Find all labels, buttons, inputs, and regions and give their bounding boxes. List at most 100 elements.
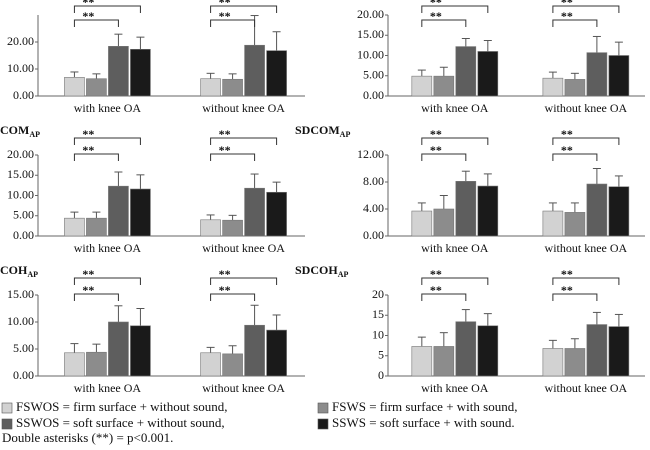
significance-label: **: [219, 283, 231, 297]
legend-note: Double asterisks (**) = p<0.001.: [2, 430, 173, 445]
bar: [130, 325, 151, 377]
y-tick-label: 20: [372, 287, 384, 301]
bar: [477, 51, 499, 97]
significance-label: **: [561, 9, 573, 23]
significance-bracket: [552, 293, 598, 301]
significance-label: **: [82, 143, 94, 157]
significance-label: **: [219, 127, 231, 141]
significance-label: **: [561, 0, 573, 9]
y-tick-label: 5: [378, 348, 384, 362]
bar: [130, 48, 151, 97]
significance-label: **: [430, 267, 442, 281]
significance-bracket: [552, 153, 598, 161]
significance-bracket: [421, 153, 467, 161]
bar: [477, 185, 499, 237]
legend-label: SSWOS = soft surface + without sound,: [16, 415, 225, 430]
legend-label: FSWS = firm surface + with sound,: [332, 399, 517, 414]
significance-label: **: [219, 143, 231, 157]
y-tick-label: 10.00: [7, 187, 34, 201]
bar: [86, 78, 107, 97]
significance-label: **: [430, 9, 442, 23]
bar: [455, 46, 477, 97]
bar: [455, 321, 477, 377]
bar: [244, 187, 265, 237]
bar: [608, 326, 630, 377]
significance-label: **: [430, 283, 442, 297]
significance-label: **: [561, 127, 573, 141]
bar: [411, 75, 433, 97]
significance-label: **: [430, 127, 442, 141]
bar: [200, 219, 221, 237]
panel-title: SDCOMAP: [295, 123, 350, 139]
significance-bracket: [552, 5, 620, 13]
y-tick-label: 10.00: [357, 47, 384, 61]
legend-swatch: [317, 402, 329, 414]
y-tick-label: 20.00: [7, 34, 34, 48]
y-tick-label: 5.00: [13, 208, 34, 222]
x-tick-label: without knee OA: [202, 381, 285, 395]
legend-label: FSWOS = firm surface + without sound,: [16, 399, 227, 414]
significance-label: **: [430, 0, 442, 9]
y-tick-label: 5.00: [13, 341, 34, 355]
significance-bracket: [421, 137, 489, 145]
bar: [222, 353, 243, 377]
panel-title: SDCOHAP: [295, 263, 348, 279]
significance-label: **: [82, 9, 94, 23]
y-tick-label: 10: [372, 327, 384, 341]
bar: [244, 324, 265, 377]
significance-bracket: [421, 277, 489, 285]
x-tick-label: without knee OA: [202, 101, 285, 115]
significance-bracket: [552, 277, 620, 285]
y-tick-label: 0.00: [13, 228, 34, 242]
bar: [608, 186, 630, 237]
significance-bracket: [210, 137, 278, 145]
y-tick-label: 15: [372, 307, 384, 321]
significance-label: **: [561, 283, 573, 297]
significance-bracket: [552, 137, 620, 145]
y-tick-label: 0: [378, 368, 384, 382]
significance-bracket: [210, 19, 256, 27]
y-tick-label: 8.00: [363, 174, 384, 188]
significance-bracket: [73, 293, 119, 301]
significance-bracket: [73, 277, 141, 285]
bar: [222, 219, 243, 237]
significance-label: **: [82, 0, 94, 9]
bar: [411, 210, 433, 237]
y-tick-label: 12.00: [357, 147, 384, 161]
significance-label: **: [82, 267, 94, 281]
panel-title-main: COM: [0, 123, 29, 137]
significance-label: **: [561, 267, 573, 281]
x-tick-label: with knee OA: [421, 381, 489, 395]
bar: [86, 351, 107, 377]
bar: [64, 352, 85, 377]
bar: [86, 217, 107, 237]
significance-bracket: [210, 277, 278, 285]
bar: [108, 185, 129, 237]
y-tick-label: 15.00: [7, 167, 34, 181]
y-tick-label: 0.00: [13, 88, 34, 102]
bar: [586, 52, 608, 97]
bar: [266, 329, 287, 377]
significance-bracket: [73, 153, 119, 161]
x-tick-label: without knee OA: [545, 241, 628, 255]
panel-title-main: COH: [0, 263, 28, 277]
significance-bracket: [73, 19, 119, 27]
bar: [266, 191, 287, 237]
significance-label: **: [219, 0, 231, 9]
significance-bracket: [421, 5, 489, 13]
bar: [200, 78, 221, 97]
bar: [411, 346, 433, 377]
significance-label: **: [430, 143, 442, 157]
bar: [477, 325, 499, 377]
x-tick-label: without knee OA: [545, 101, 628, 115]
significance-label: **: [82, 283, 94, 297]
y-tick-label: 10.00: [7, 314, 34, 328]
bar: [108, 321, 129, 377]
panel-title-main: SDCOM: [295, 123, 340, 137]
legend-swatch: [1, 402, 13, 414]
bar: [542, 77, 564, 97]
y-tick-label: 15.00: [7, 287, 34, 301]
bar: [108, 46, 129, 97]
bar: [433, 75, 455, 97]
